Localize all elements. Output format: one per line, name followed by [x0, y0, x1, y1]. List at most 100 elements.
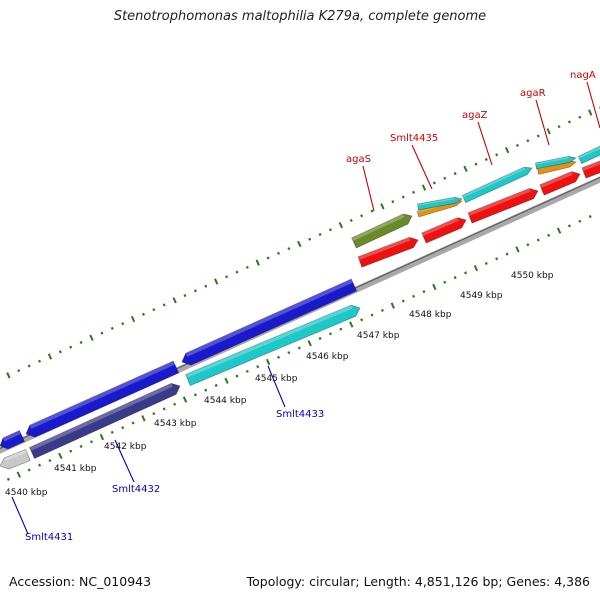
outer-tick [401, 195, 405, 199]
scale-labels: 4540 kbp 4541 kbp 4542 kbp 4543 kbp 4544 kbp… [5, 271, 554, 498]
inner-tick [162, 407, 166, 411]
inner-tick [515, 246, 520, 253]
outer-tick [193, 289, 197, 293]
inner-tick [152, 412, 156, 416]
outer-tick [432, 181, 436, 185]
gene-label-agaR[interactable]: agaR [520, 88, 546, 99]
outer-tick [349, 218, 353, 223]
outer-tick [183, 293, 187, 298]
gene-Smlt4432[interactable] [28, 381, 183, 459]
inner-tick [58, 452, 63, 459]
leader-line [267, 365, 286, 408]
inner-tick [495, 257, 499, 261]
gene-agaS[interactable] [351, 211, 415, 249]
gene-forward-red-4[interactable] [539, 169, 582, 196]
outer-tick [588, 109, 593, 116]
gene-forward-red-1[interactable] [357, 235, 420, 268]
leader-line [535, 99, 550, 146]
inner-tick [318, 336, 322, 341]
inner-tick [38, 463, 42, 467]
leader-line [411, 144, 433, 190]
outer-tick [380, 203, 385, 210]
outer-tick [567, 120, 571, 124]
map-title: Stenotrophomonas maltophilia K279a, comp… [113, 9, 487, 24]
leader-line [586, 81, 600, 129]
gene-Smlt4435-top[interactable] [416, 196, 463, 211]
inner-tick [484, 261, 488, 266]
inner-tick [245, 369, 249, 373]
inner-tick [370, 313, 374, 317]
gene-labels: agaS Smlt4435 agaZ agaR nagA Smlt4431 Smlt4432… [25, 70, 596, 543]
scale-label: 4549 kbp [460, 291, 503, 301]
outer-tick [412, 190, 416, 194]
outer-tick [360, 214, 364, 218]
gene-Smlt4433[interactable] [185, 302, 363, 387]
inner-tick [141, 415, 146, 422]
outer-tick [504, 146, 510, 154]
scale-label: 4542 kbp [104, 442, 147, 452]
outer-tick [47, 353, 53, 360]
outer-tick [172, 297, 177, 304]
outer-tick [17, 369, 21, 373]
gene-agaZ[interactable] [461, 164, 533, 204]
inner-tick [182, 396, 188, 403]
outer-tick [287, 247, 291, 251]
outer-tick [277, 251, 281, 255]
outer-tick [557, 125, 561, 129]
outer-tick [474, 162, 478, 166]
outer-tick [214, 278, 219, 285]
accession-label: Accession: NC_010943 [9, 574, 152, 589]
outer-tick [27, 364, 31, 368]
gene-label-Smlt4431[interactable]: Smlt4431 [25, 532, 73, 543]
inner-tick [265, 358, 271, 366]
inner-tick [464, 271, 468, 275]
outer-tick [89, 334, 94, 341]
leader-line [114, 439, 135, 483]
outer-tick [245, 265, 249, 269]
gene-label-Smlt4435[interactable]: Smlt4435 [390, 133, 438, 144]
gene-Smlt4431[interactable] [179, 278, 358, 368]
inner-tick [412, 294, 416, 298]
gene-reverse-blue-1[interactable] [0, 430, 26, 452]
inner-tick [193, 393, 197, 397]
outer-tick [110, 326, 114, 330]
inner-tick [204, 388, 208, 392]
inner-tick [505, 252, 509, 256]
gene-label-Smlt4433[interactable]: Smlt4433 [276, 409, 324, 420]
inner-tick [48, 458, 52, 463]
outer-tick [255, 259, 260, 266]
inner-tick [443, 280, 447, 284]
inner-tick [422, 290, 426, 294]
gene-forward-red-2[interactable] [421, 215, 468, 244]
inner-tick [588, 215, 592, 219]
outer-tick [578, 115, 582, 119]
gene-agaR-top[interactable] [534, 155, 577, 170]
inner-tick [547, 233, 551, 237]
gene-label-agaZ[interactable]: agaZ [462, 110, 488, 121]
gene-forward-red-5[interactable] [581, 158, 600, 179]
outer-tick [152, 308, 156, 312]
inner-tick [432, 283, 437, 291]
gene-nagA[interactable] [577, 142, 600, 165]
scale-label: 4547 kbp [357, 331, 400, 341]
gene-reverse-blue-2[interactable] [23, 360, 180, 440]
inner-tick [69, 449, 73, 453]
outer-tick [370, 209, 374, 213]
inner-tick [380, 308, 384, 312]
inner-tick [79, 444, 83, 449]
outer-tick [79, 340, 83, 345]
inner-tick [256, 365, 260, 369]
inner-tick [390, 302, 395, 309]
inner-tick-ring [6, 215, 592, 481]
gene-forward-red-3[interactable] [467, 186, 540, 224]
gene-label-nagA[interactable]: nagA [570, 70, 596, 81]
gene-reverse-grey[interactable] [0, 448, 31, 471]
inner-tick [99, 433, 105, 441]
scale-label: 4544 kbp [204, 396, 247, 406]
outer-tick [421, 184, 427, 191]
gene-label-Smlt4432[interactable]: Smlt4432 [112, 484, 160, 495]
inner-tick [110, 430, 114, 434]
gene-label-agaS[interactable]: agaS [346, 154, 371, 165]
outer-tick [338, 222, 344, 229]
